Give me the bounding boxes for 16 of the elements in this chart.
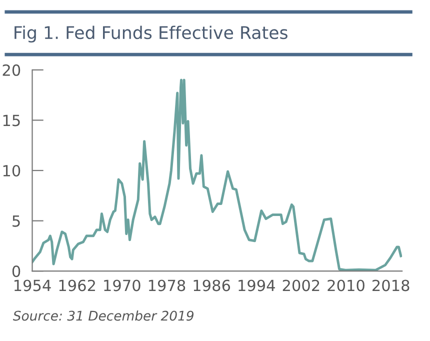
x-tick-label: 2018 (372, 280, 410, 292)
x-tick-label: 1970 (104, 280, 140, 292)
y-tick-label: 10 (3, 164, 20, 177)
y-tick-label: 20 (2, 64, 20, 76)
x-tick-label: 1986 (194, 280, 230, 292)
chart-title: Fig 1. Fed Funds Effective Rates (14, 26, 288, 42)
source-note: Source: 31 December 2019 (12, 310, 194, 321)
x-tick-label: 1994 (238, 280, 275, 292)
x-tick-label: 1978 (148, 280, 186, 292)
x-tick-label: 1962 (59, 280, 95, 292)
y-tick-label: 5 (12, 215, 20, 227)
x-tick-label: 1954 (14, 280, 51, 292)
x-tick-label: 2002 (282, 280, 320, 292)
y-tick-label: 15 (3, 114, 20, 126)
y-tick-label: 0 (12, 266, 20, 278)
x-tick-label: 2010 (328, 280, 364, 292)
